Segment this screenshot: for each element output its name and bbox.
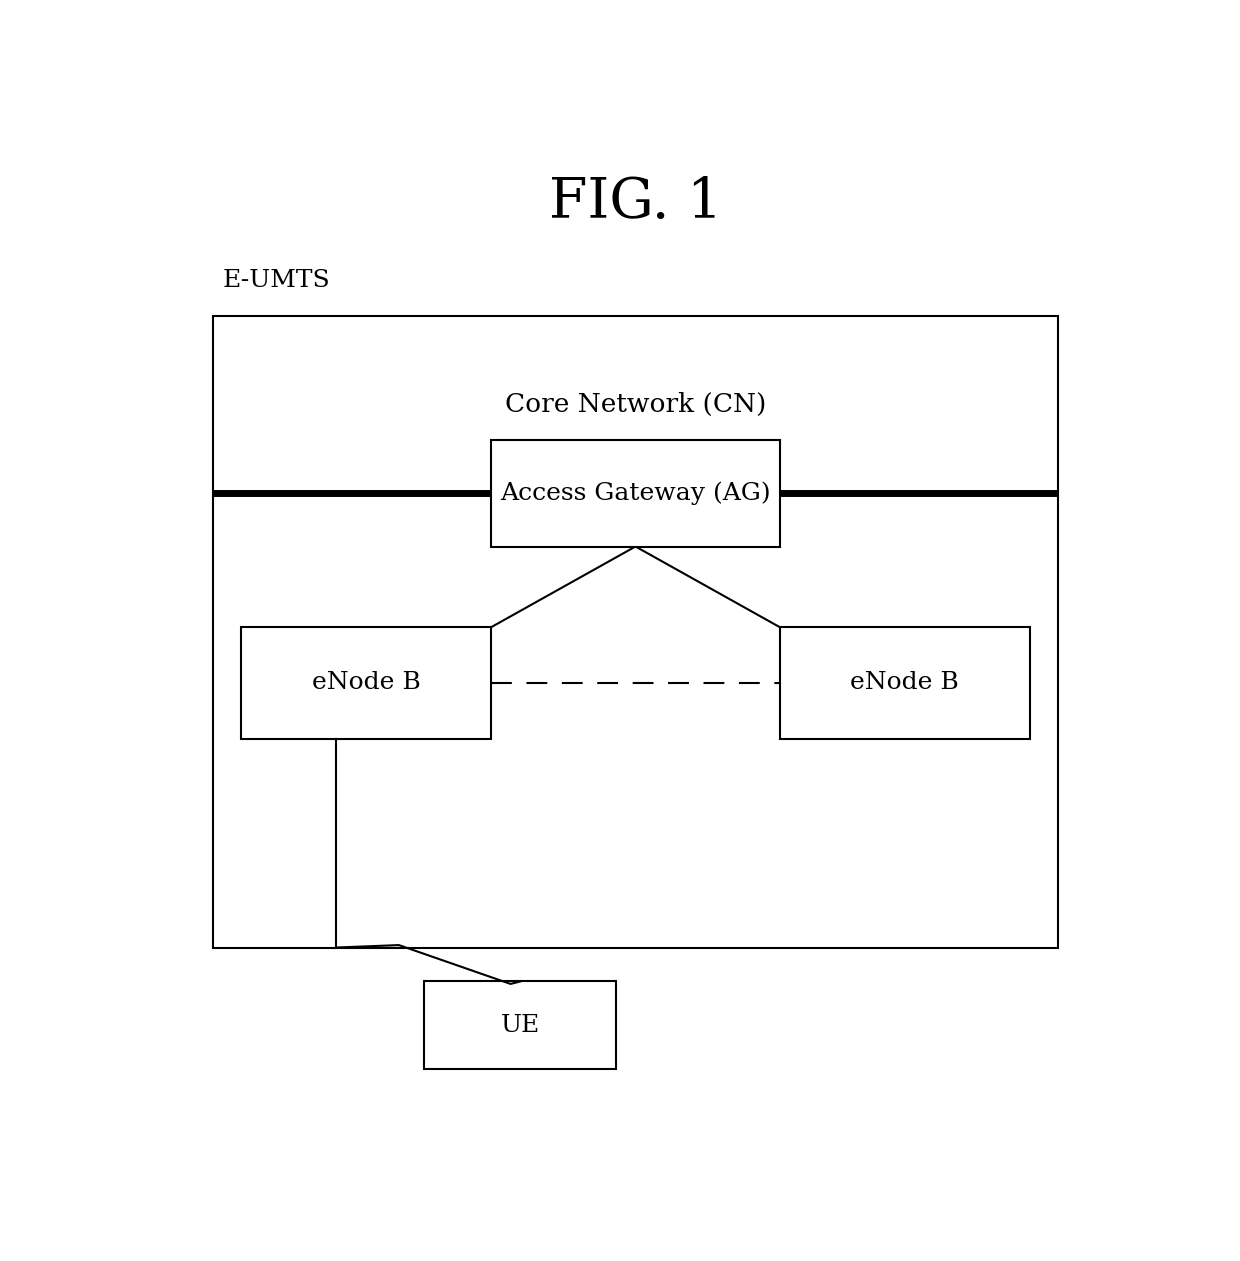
Text: FIG. 1: FIG. 1 [549,175,722,231]
Text: UE: UE [501,1014,539,1037]
Bar [780,627,1029,739]
Text: E-UMTS: E-UMTS [222,269,330,293]
Text: eNode B: eNode B [312,671,420,695]
Bar [242,627,491,739]
Text: eNode B: eNode B [851,671,959,695]
Text: Core Network (CN): Core Network (CN) [505,392,766,417]
Text: Access Gateway (AG): Access Gateway (AG) [500,482,771,504]
Bar [213,317,1058,947]
Bar [491,440,780,546]
Bar [424,981,616,1069]
